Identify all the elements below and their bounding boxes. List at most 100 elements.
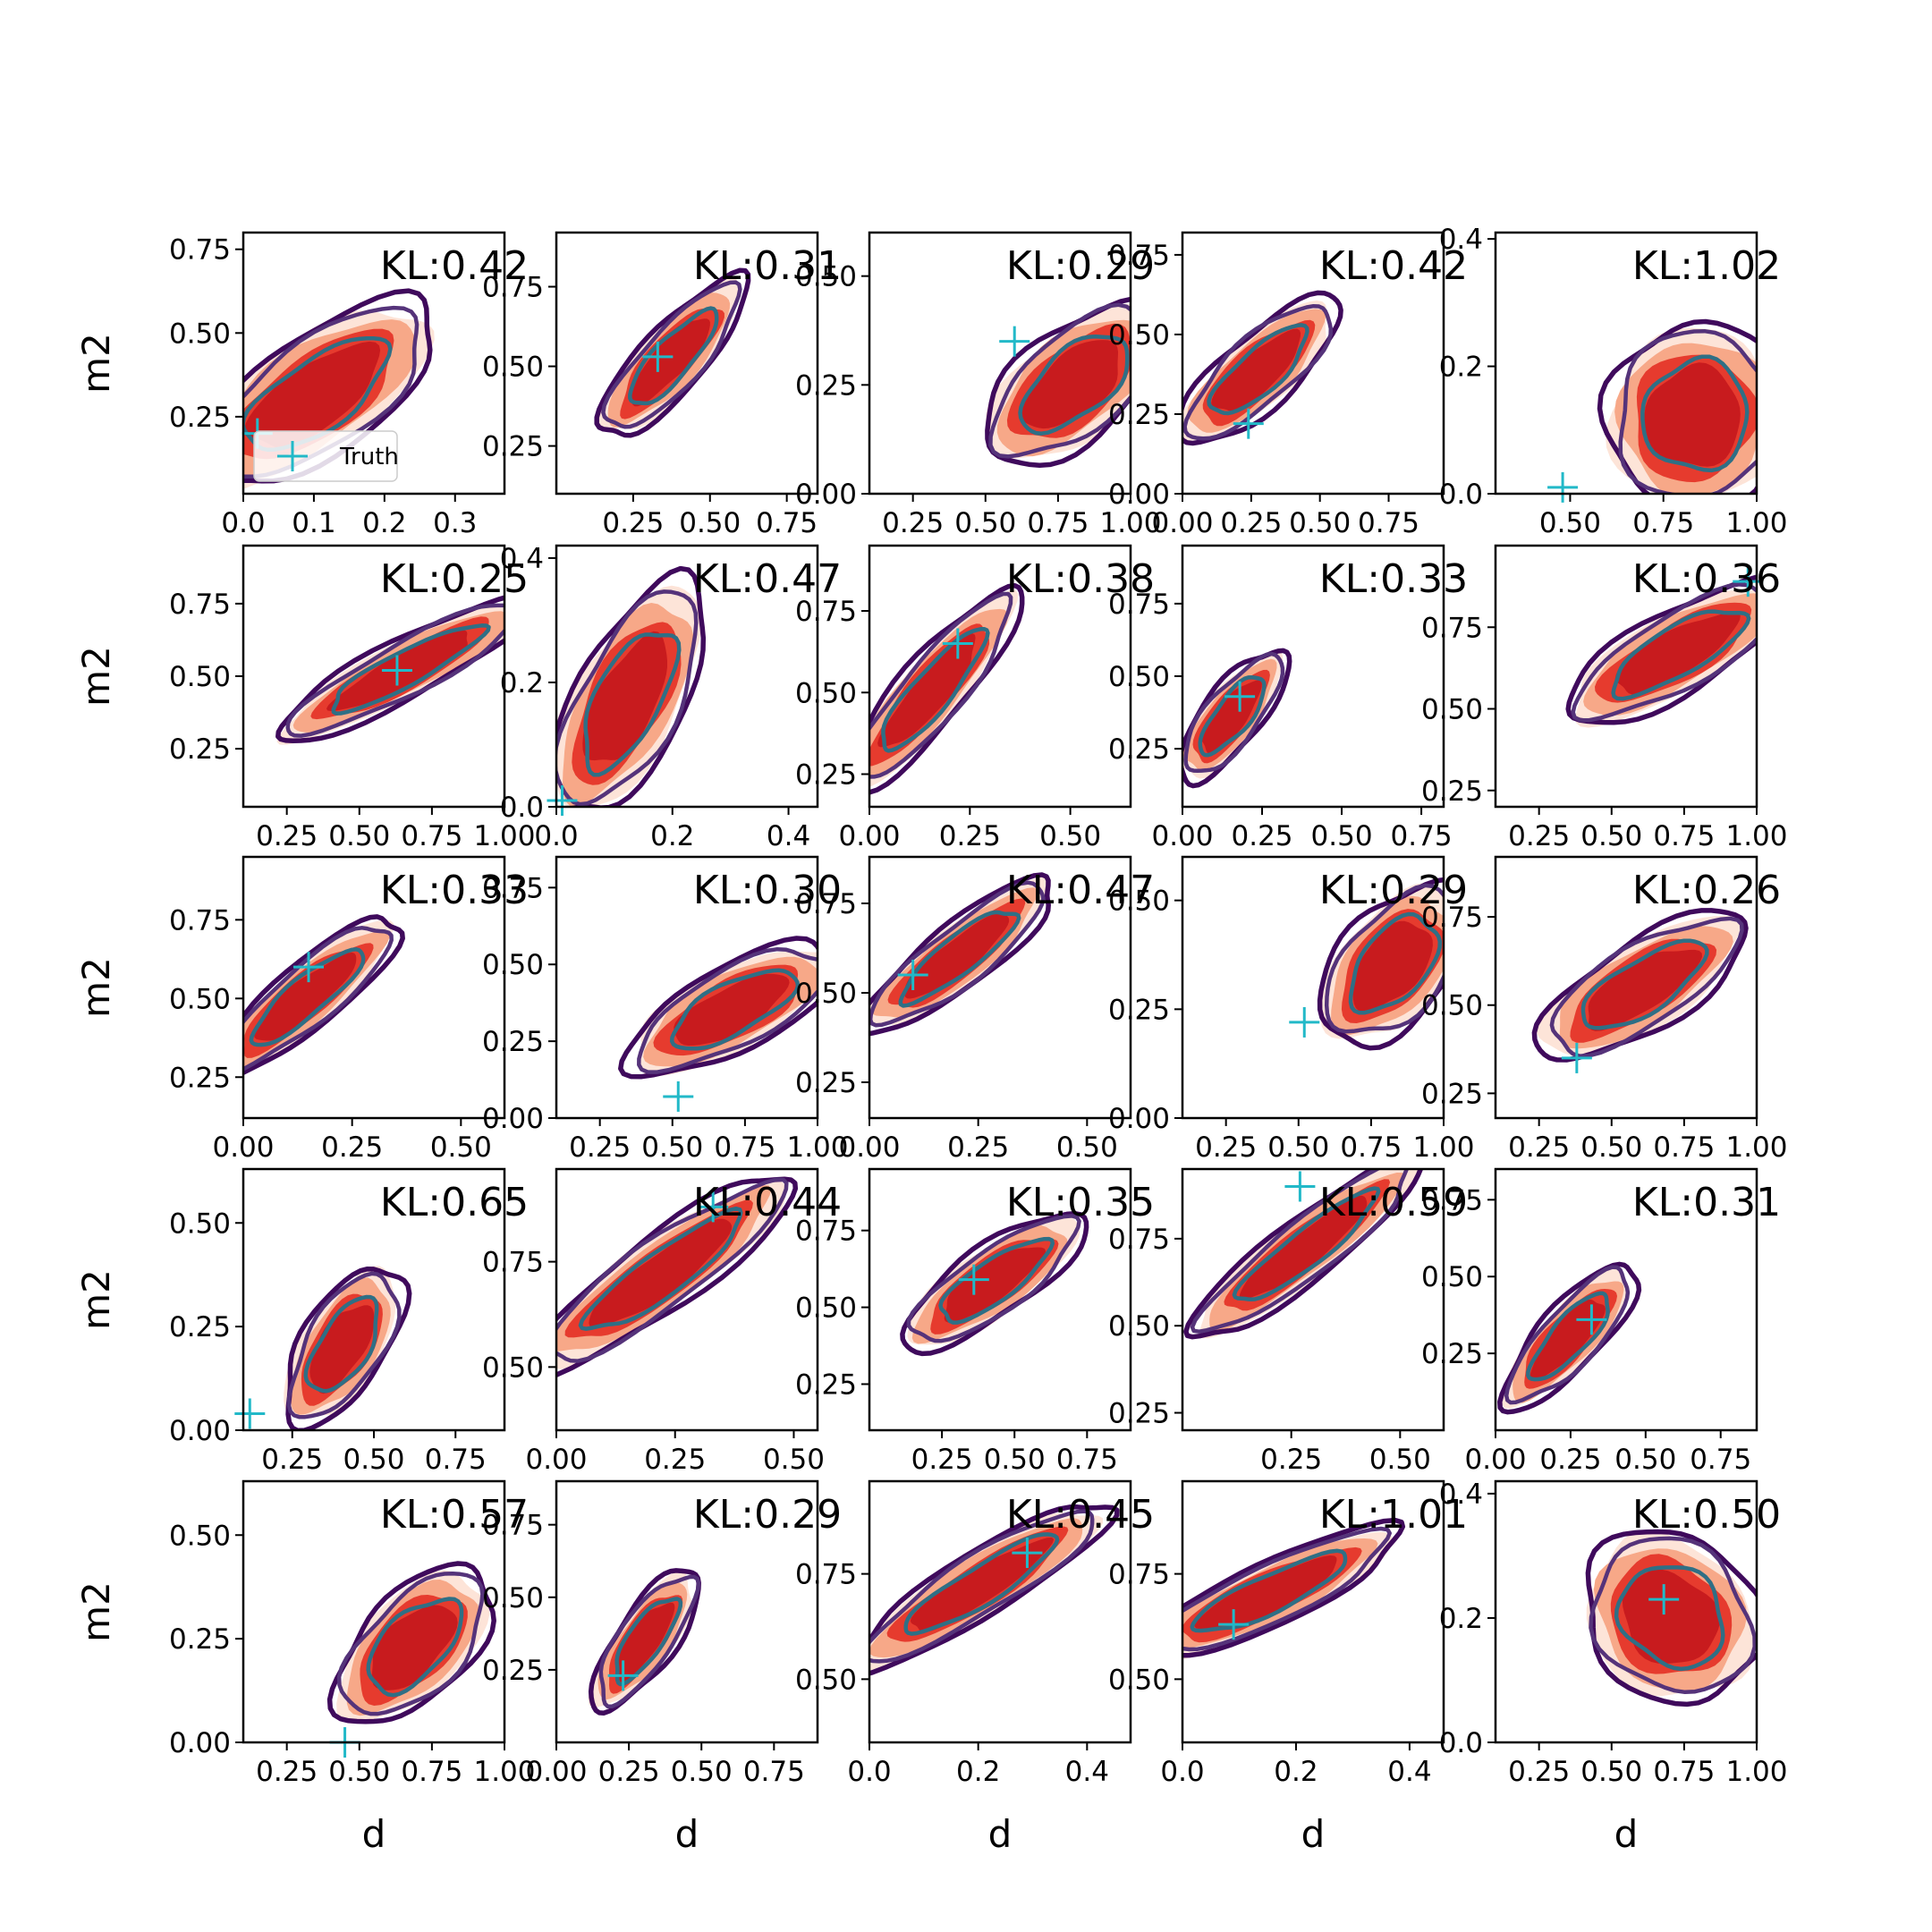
x-tick-label: 0.25 bbox=[644, 1444, 706, 1476]
x-tick-label: 0.00 bbox=[1151, 820, 1213, 852]
y-tick-label: 0.50 bbox=[1108, 886, 1170, 918]
y-tick-label: 0.50 bbox=[169, 1520, 231, 1552]
y-axis-label: m2 bbox=[74, 1269, 118, 1330]
truth-marker bbox=[1284, 1171, 1316, 1202]
subplot-1-1: 0.0 0.1 0.2 0.3 0.25 0.50 0.75 KL:0.42 m2 Truth bbox=[74, 231, 529, 539]
x-tick-label: 0.75 bbox=[1027, 507, 1089, 539]
axes-frame bbox=[555, 231, 819, 496]
contour-line-2 bbox=[243, 305, 419, 479]
y-tick-label: 0.2 bbox=[500, 667, 544, 699]
x-tick-label: 0.25 bbox=[256, 1756, 318, 1788]
density-contours bbox=[556, 565, 707, 807]
subplot-1-3: 0.25 0.50 0.75 1.00 0.00 0.25 0.50 KL:0.29 bbox=[795, 231, 1162, 539]
axes-frame bbox=[868, 544, 1132, 809]
y-tick-label: 0.75 bbox=[482, 1510, 544, 1542]
subplot-5-5: 0.25 0.50 0.75 1.00 0.0 0.2 0.4 KL:0.50 d bbox=[1439, 1479, 1788, 1856]
density-fill-level-4 bbox=[1588, 949, 1702, 1031]
x-tick-label: 0.75 bbox=[1653, 820, 1715, 852]
truth-marker bbox=[698, 1191, 729, 1223]
y-tick-label: 0.50 bbox=[795, 261, 857, 293]
density-fill-level-4 bbox=[1614, 612, 1741, 695]
truth-marker bbox=[1218, 1609, 1250, 1640]
truth-marker bbox=[897, 960, 928, 990]
y-tick-label: 0.4 bbox=[1439, 224, 1483, 256]
y-tick-label: 0.25 bbox=[1421, 1338, 1483, 1370]
axes-frame bbox=[242, 1479, 506, 1744]
density-fill-level-4 bbox=[1211, 328, 1301, 411]
y-tick-label: 0.75 bbox=[169, 589, 231, 621]
x-tick-label: 0.50 bbox=[1539, 507, 1601, 539]
y-tick-label: 0.50 bbox=[1108, 1664, 1170, 1696]
y-tick-label: 0.75 bbox=[1108, 1224, 1170, 1256]
y-axis-label: m2 bbox=[74, 333, 118, 394]
kl-annotation: KL:0.57 bbox=[380, 1492, 529, 1538]
subplot-3-2: 0.25 0.50 0.75 1.00 0.00 0.25 0.50 0.75 KL:0.30 bbox=[482, 855, 849, 1164]
axes-frame bbox=[868, 231, 1132, 496]
y-tick-label: 0.0 bbox=[1439, 1727, 1483, 1759]
density-fill-level-4 bbox=[1239, 1195, 1368, 1300]
y-tick-label: 0.25 bbox=[482, 431, 544, 463]
y-tick-label: 0.4 bbox=[1439, 1479, 1483, 1511]
density-contours bbox=[1183, 1169, 1424, 1340]
x-tick-label: 0.50 bbox=[1289, 507, 1351, 539]
kl-annotation: KL:0.33 bbox=[380, 868, 529, 913]
x-tick-label: 0.50 bbox=[430, 1131, 492, 1164]
x-tick-label: 0.25 bbox=[261, 1444, 323, 1476]
kl-annotation: KL:0.33 bbox=[1319, 556, 1468, 602]
kl-annotation: KL:0.36 bbox=[1632, 556, 1781, 602]
kl-annotation: KL:0.44 bbox=[693, 1180, 842, 1225]
contour-line-2 bbox=[906, 1214, 1081, 1343]
kl-annotation: KL:0.31 bbox=[1632, 1180, 1781, 1225]
y-tick-label: 0.4 bbox=[500, 543, 544, 575]
density-contours bbox=[1182, 648, 1292, 789]
x-tick-label: 0.75 bbox=[1340, 1131, 1402, 1164]
y-tick-label: 0.75 bbox=[1108, 240, 1170, 272]
density-contours bbox=[594, 267, 751, 438]
contour-line-3 bbox=[1526, 1291, 1610, 1382]
x-tick-label: 0.00 bbox=[838, 1131, 900, 1164]
contour-line-2 bbox=[556, 1177, 789, 1363]
kl-annotation: KL:1.02 bbox=[1632, 243, 1781, 289]
x-tick-label: 0.25 bbox=[1508, 1131, 1570, 1164]
kl-annotation: KL:1.01 bbox=[1319, 1492, 1468, 1538]
density-fill-level-4 bbox=[244, 341, 381, 448]
x-tick-label: 0.50 bbox=[1580, 1756, 1642, 1788]
x-tick-label: 0.0 bbox=[221, 507, 265, 539]
density-contours bbox=[284, 1266, 412, 1430]
truth-marker bbox=[1289, 1006, 1320, 1038]
kl-annotation: KL:0.45 bbox=[1006, 1492, 1155, 1538]
contour-line-2 bbox=[1504, 1265, 1631, 1405]
x-tick-label: 0.75 bbox=[1056, 1444, 1118, 1476]
x-tick-label: 0.50 bbox=[954, 507, 1016, 539]
contour-line-1 bbox=[285, 1266, 412, 1430]
contour-line-3 bbox=[628, 306, 719, 406]
y-axis-label: m2 bbox=[74, 646, 118, 707]
y-tick-label: 0.0 bbox=[1439, 479, 1483, 511]
x-tick-label: 0.75 bbox=[401, 820, 462, 852]
density-fill-level-4 bbox=[1352, 920, 1433, 1013]
y-tick-label: 0.50 bbox=[482, 352, 544, 384]
subplot-2-1: 0.25 0.50 0.75 1.00 0.25 0.50 0.75 KL:0.25 m2 bbox=[74, 544, 536, 852]
kl-annotation: KL:0.30 bbox=[693, 868, 842, 913]
x-tick-label: 0.75 bbox=[401, 1756, 462, 1788]
density-contours bbox=[326, 1561, 496, 1724]
axes-frame bbox=[868, 1167, 1132, 1432]
contour-line-3 bbox=[243, 336, 393, 453]
y-tick-label: 0.50 bbox=[169, 1208, 231, 1240]
y-tick-label: 0.25 bbox=[1108, 994, 1170, 1026]
axes-frame bbox=[1181, 855, 1445, 1120]
x-tick-label: 0.75 bbox=[425, 1444, 487, 1476]
axes-frame bbox=[555, 1167, 819, 1432]
contour-line-2 bbox=[598, 1574, 701, 1709]
density-fill-level-4 bbox=[309, 1305, 375, 1394]
x-tick-label: 1.00 bbox=[1725, 1756, 1787, 1788]
y-tick-label: 0.75 bbox=[795, 1559, 857, 1591]
y-tick-label: 0.50 bbox=[795, 978, 857, 1010]
density-contours bbox=[556, 1176, 799, 1378]
subplot-1-2: 0.25 0.50 0.75 0.25 0.50 0.75 KL:0.31 bbox=[482, 231, 842, 539]
contour-line-1 bbox=[1317, 877, 1444, 1051]
axes-frame bbox=[1181, 1167, 1445, 1432]
y-tick-label: 0.00 bbox=[169, 1415, 231, 1447]
axes-frame bbox=[1494, 1479, 1758, 1744]
y-tick-label: 0.25 bbox=[1421, 775, 1483, 808]
